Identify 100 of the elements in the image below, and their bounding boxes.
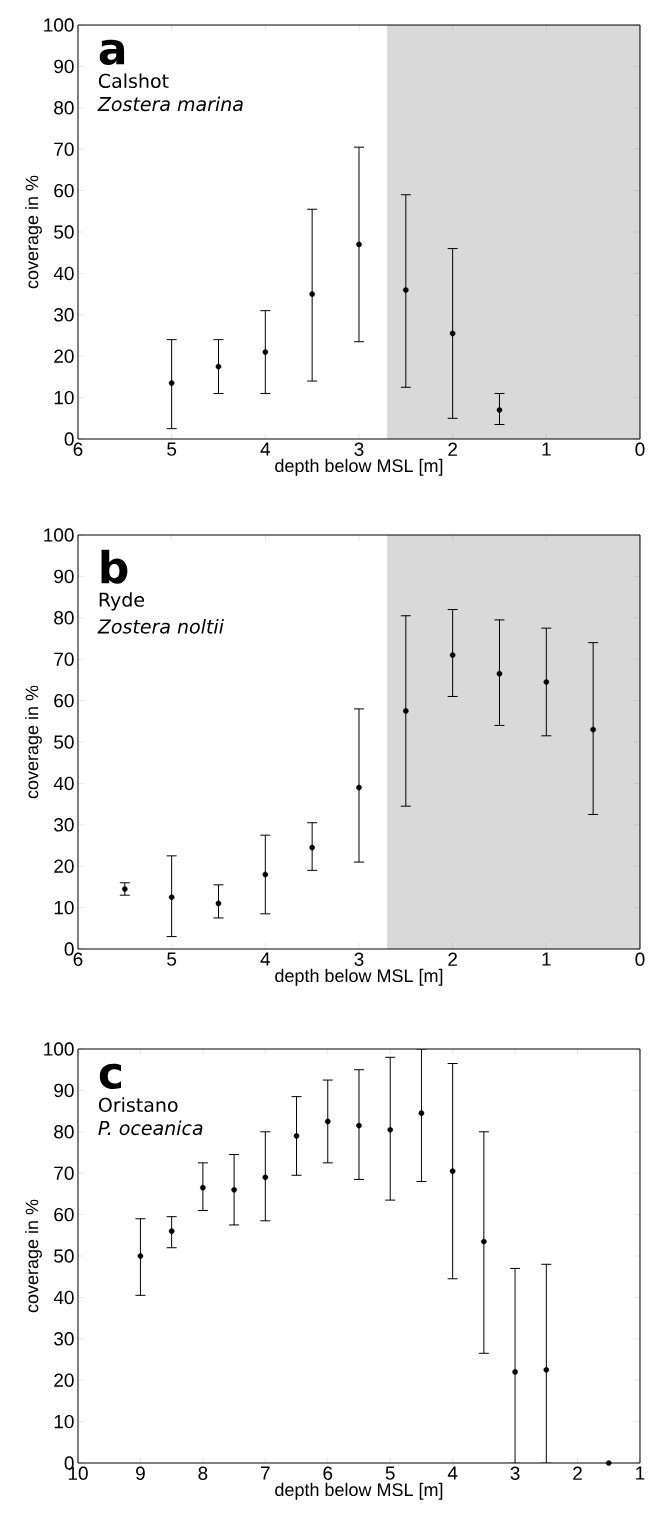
y-tick-label: 30 (54, 308, 74, 322)
x-tick-label: 7 (261, 1466, 270, 1480)
y-tick-label: 80 (54, 1125, 74, 1139)
y-tick-label: 100 (44, 528, 74, 542)
point (496, 670, 503, 677)
point (590, 726, 596, 733)
x-tick-label: 4 (447, 1466, 458, 1480)
point (403, 287, 409, 293)
y-tick-label: 40 (53, 776, 74, 791)
point (496, 407, 503, 413)
y-tick-label: 100 (44, 18, 74, 32)
chart-title: a (99, 39, 125, 65)
point (309, 291, 315, 297)
x-tick-label: 3 (510, 1466, 520, 1480)
y-axis-title: coverage in % (25, 1199, 42, 1313)
point (168, 1228, 175, 1234)
point (168, 894, 175, 901)
point (122, 886, 128, 892)
y-tick-label: 80 (54, 611, 74, 625)
x-tick-label: 6 (73, 952, 83, 966)
x-tick-label: 0 (635, 952, 645, 966)
y-tick-label: 20 (54, 1373, 74, 1387)
point (449, 1168, 456, 1174)
point (449, 652, 456, 658)
point (215, 900, 222, 907)
annotation: Zostera marina (97, 96, 243, 112)
annotation: Zostera noltii (97, 618, 224, 634)
y-tick-label: 0 (64, 432, 74, 446)
point (168, 380, 175, 386)
x-tick-label: 8 (198, 1466, 208, 1480)
annotation: Calshot (98, 73, 169, 89)
point (387, 1126, 394, 1133)
x-tick-label: 2 (448, 442, 457, 456)
y-tick-label: 10 (54, 1414, 74, 1429)
y-tick-label: 10 (54, 900, 74, 915)
x-tick-label: 5 (385, 1466, 395, 1480)
y-tick-label: 70 (54, 1166, 74, 1180)
point (231, 1186, 237, 1193)
y-axis-title: coverage in % (25, 685, 42, 799)
point (481, 1238, 487, 1245)
x-axis-title: depth below MSL [m] (275, 458, 443, 476)
y-tick-label: 90 (54, 59, 74, 74)
y-tick-label: 60 (54, 1207, 74, 1222)
y-tick-label: 60 (54, 693, 74, 708)
point (543, 679, 550, 685)
y-tick-label: 70 (54, 652, 74, 666)
x-tick-label: 1 (636, 1466, 645, 1480)
point (293, 1133, 300, 1139)
point (324, 1118, 331, 1125)
annotation: P. oceanica (98, 1120, 203, 1136)
y-tick-label: 90 (54, 1083, 74, 1098)
point (262, 1174, 269, 1181)
x-tick-label: 1 (542, 442, 551, 456)
x-tick-label: 3 (354, 442, 364, 456)
x-axis-title: depth below MSL [m] (275, 968, 443, 986)
point (356, 1122, 362, 1129)
y-tick-label: 10 (54, 390, 74, 405)
point (356, 241, 362, 248)
x-tick-label: 2 (573, 1466, 582, 1480)
point (215, 363, 222, 370)
x-tick-label: 4 (260, 952, 271, 966)
y-tick-label: 70 (54, 142, 74, 156)
point (309, 844, 315, 851)
point (418, 1110, 425, 1116)
point (512, 1369, 518, 1375)
chart-title: b (101, 549, 128, 584)
x-tick-label: 9 (136, 1466, 145, 1480)
x-tick-label: 2 (448, 952, 457, 966)
y-tick-label: 50 (54, 225, 74, 239)
x-tick-label: 1 (542, 952, 551, 966)
x-tick-label: 6 (323, 1466, 333, 1480)
point (449, 330, 456, 337)
x-tick-label: 5 (167, 442, 177, 456)
y-tick-label: 50 (54, 1249, 74, 1263)
x-axis-title: depth below MSL [m] (275, 1482, 443, 1500)
y-tick-label: 60 (54, 183, 74, 198)
point (605, 1460, 612, 1466)
point (543, 1367, 550, 1373)
y-tick-label: 0 (64, 942, 74, 956)
y-tick-label: 100 (44, 1042, 74, 1056)
point (200, 1184, 206, 1191)
point (262, 871, 269, 878)
annotation: Oristano (98, 1097, 178, 1113)
x-tick-label: 3 (354, 952, 364, 966)
point (403, 708, 409, 714)
y-tick-label: 40 (53, 266, 74, 281)
y-tick-label: 30 (54, 818, 74, 832)
y-tick-label: 20 (54, 349, 74, 363)
y-tick-label: 90 (54, 569, 74, 584)
point (137, 1253, 144, 1259)
x-tick-label: 4 (260, 442, 271, 456)
annotation: Ryde (99, 592, 145, 611)
y-tick-label: 30 (54, 1332, 74, 1346)
y-tick-label: 50 (54, 735, 74, 749)
y-axis-title: coverage in % (25, 175, 42, 289)
x-tick-label: 6 (73, 442, 83, 456)
point (356, 784, 362, 791)
chart-title: c (99, 1063, 121, 1089)
y-tick-label: 20 (54, 859, 74, 873)
point (262, 349, 269, 355)
